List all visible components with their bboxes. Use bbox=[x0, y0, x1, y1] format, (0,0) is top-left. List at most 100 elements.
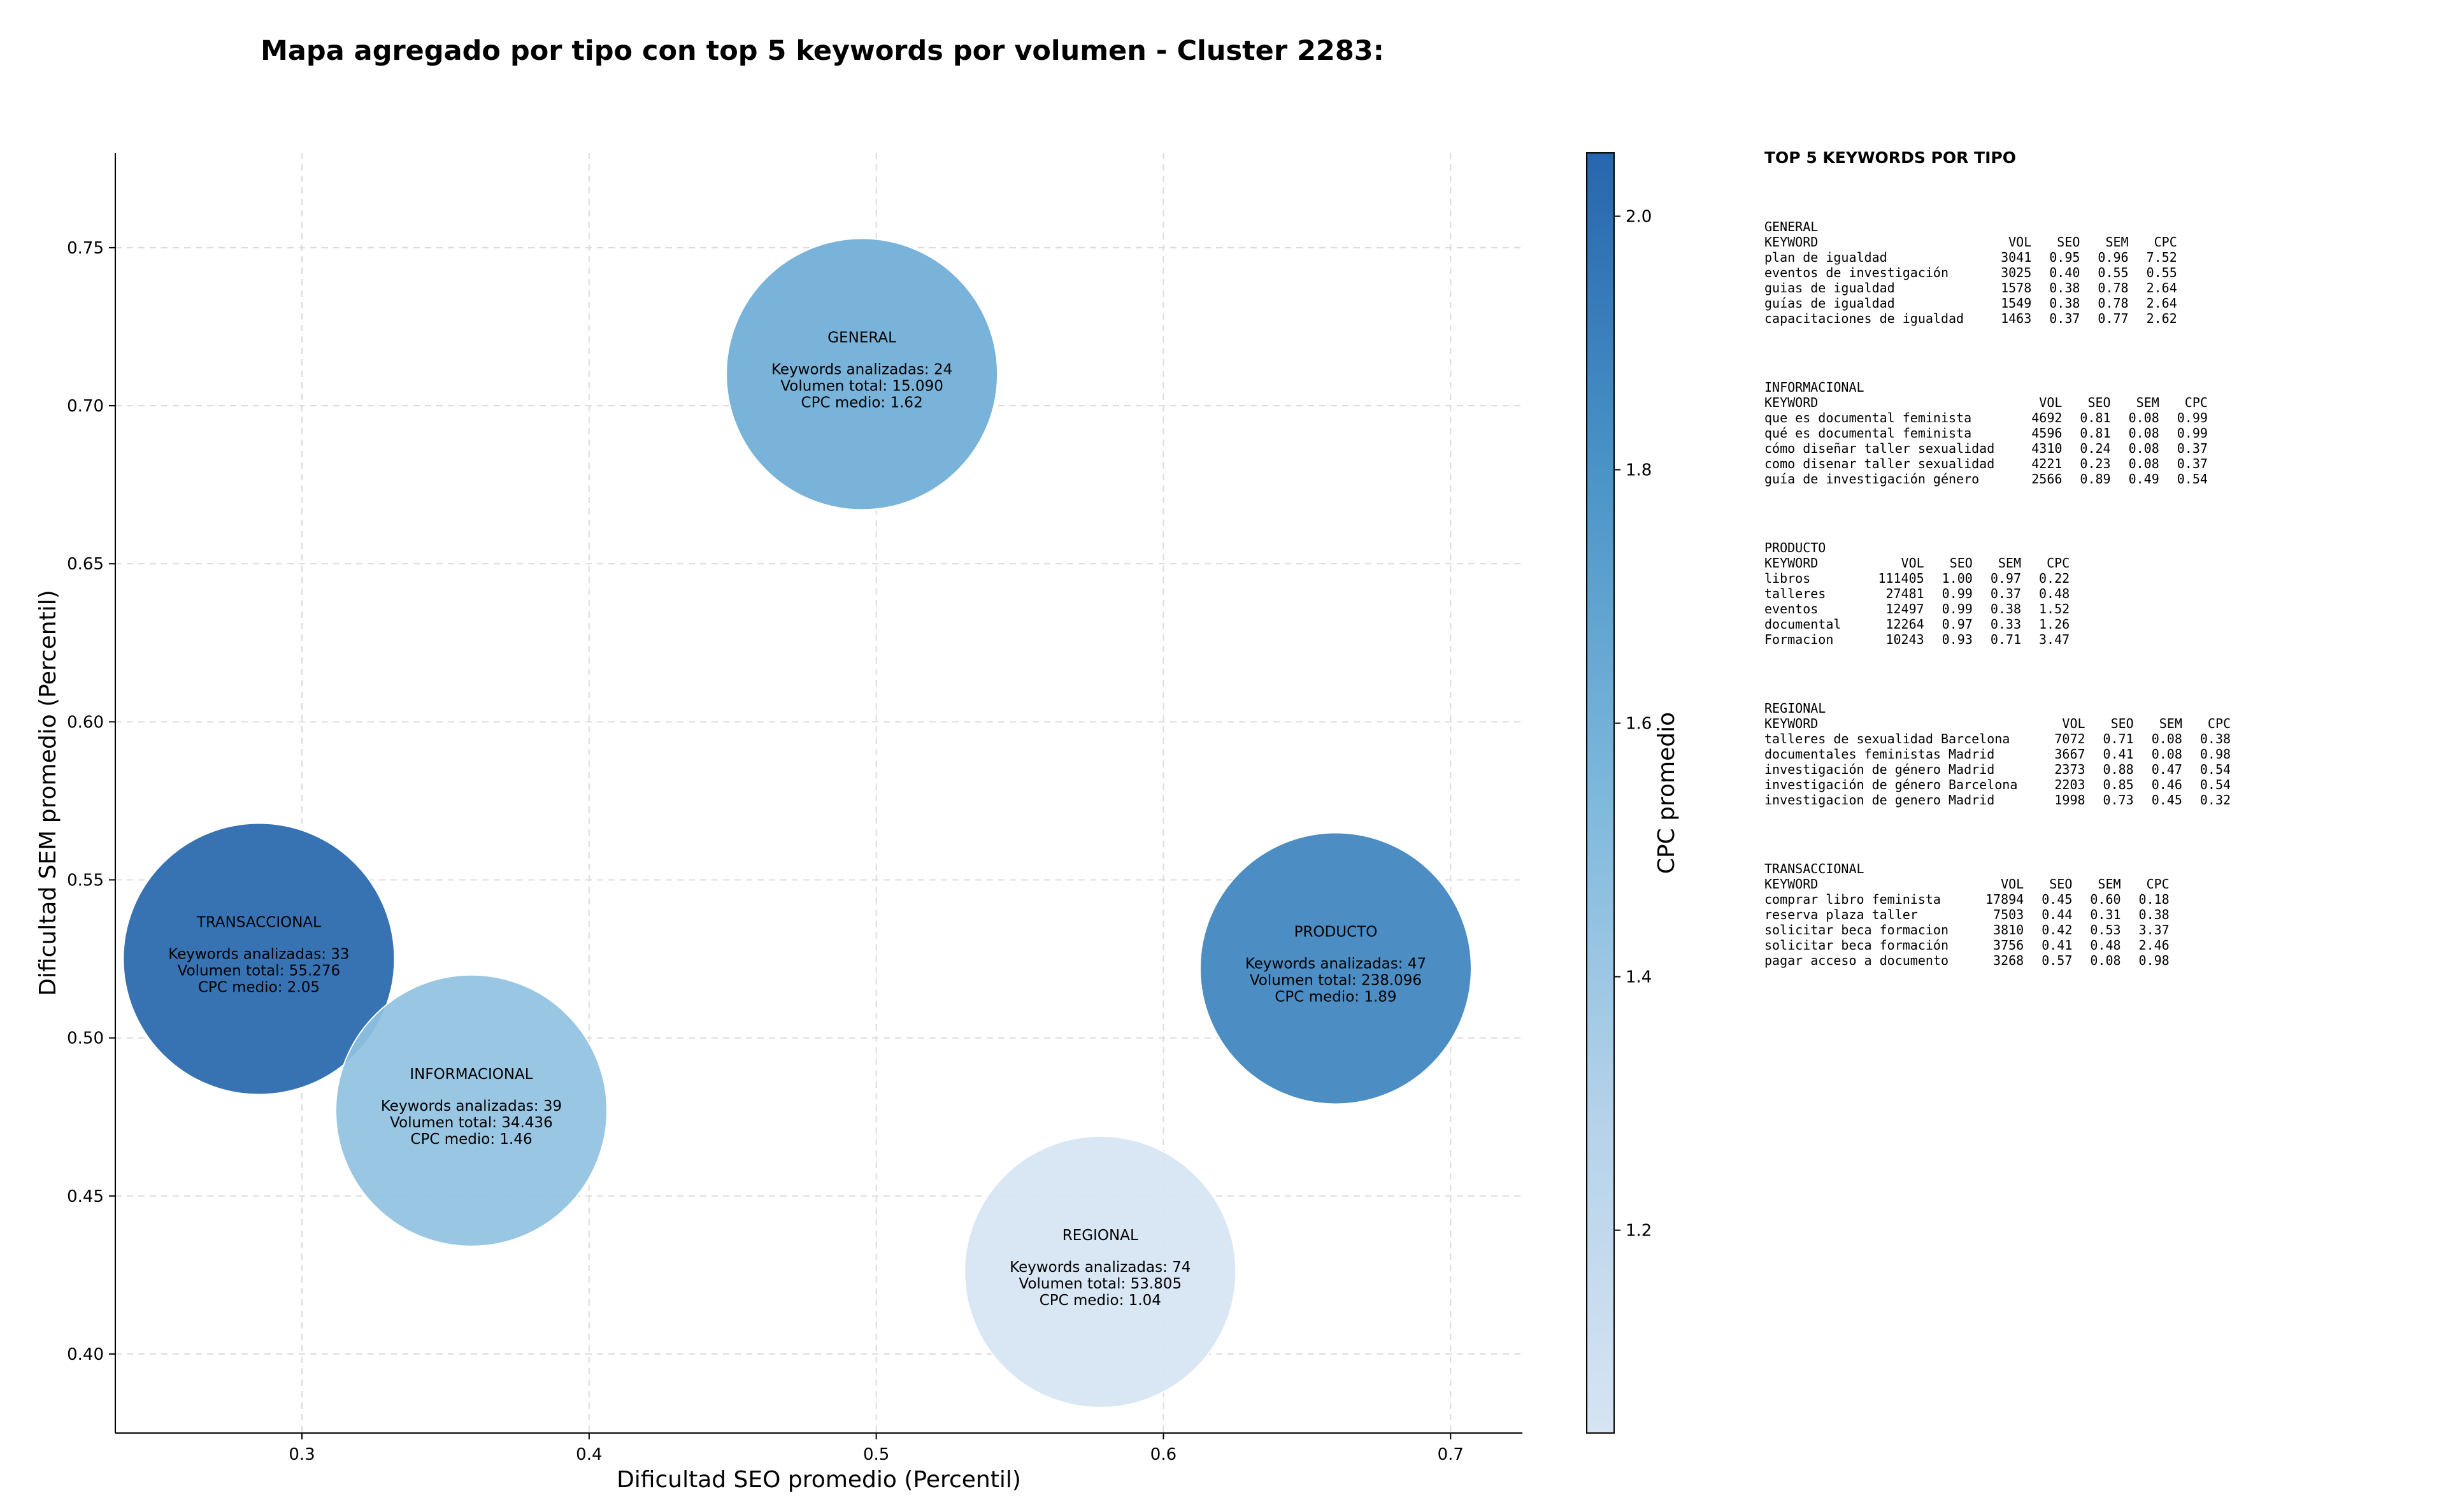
colorbar-tick-label: 1.8 bbox=[1626, 461, 1652, 480]
metric-cell: 4692 bbox=[2031, 410, 2063, 425]
keyword-row: qué es documental feminista 4596 0.81 0.08 0… bbox=[1764, 425, 2208, 441]
column-header: SEM bbox=[2136, 395, 2159, 410]
keyword-table-header: KEYWORD VOL SEO SEM CPC bbox=[1764, 234, 2177, 250]
metric-cell: 12497 bbox=[1885, 601, 1924, 617]
keyword-row: talleres 27481 0.99 0.37 0.48 bbox=[1764, 586, 2070, 601]
metric-cell: 0.32 bbox=[2199, 792, 2231, 808]
keyword-row: libros 111405 1.00 0.97 0.22 bbox=[1764, 571, 2070, 586]
bubble-circle bbox=[964, 1135, 1237, 1408]
keyword-cell: cómo diseñar taller sexualidad bbox=[1764, 441, 1995, 456]
metric-cell: 2.46 bbox=[2138, 938, 2170, 953]
keyword-row: talleres de sexualidad Barcelona 7072 0.71… bbox=[1764, 731, 2231, 746]
metric-cell: 0.37 bbox=[2177, 456, 2208, 471]
keyword-group-name: TRANSACCIONAL bbox=[1764, 861, 1864, 876]
metric-cell: 0.88 bbox=[2103, 762, 2134, 777]
metric-cell: 0.98 bbox=[2199, 746, 2231, 762]
bubble-cpc-label: CPC medio: 1.04 bbox=[1040, 1292, 1161, 1309]
metric-cell: 0.99 bbox=[2177, 425, 2208, 441]
metric-cell: 111405 bbox=[1878, 571, 1924, 586]
metric-cell: 1578 bbox=[2001, 280, 2032, 296]
keyword-row: investigacion de genero Madrid 1998 0.73 0.… bbox=[1764, 792, 2231, 808]
metric-cell: 0.53 bbox=[2090, 922, 2121, 938]
metric-cell: 0.78 bbox=[2098, 296, 2129, 311]
y-tick-label: 0.55 bbox=[67, 871, 104, 890]
keyword-row: eventos de investigación 3025 0.40 0.55 0.55 bbox=[1764, 265, 2177, 280]
keyword-cell: talleres bbox=[1764, 586, 1826, 601]
y-tick-label: 0.70 bbox=[67, 397, 104, 416]
keyword-row: documental 12264 0.97 0.33 1.26 bbox=[1764, 617, 2070, 632]
bubble-informacional: INFORMACIONAL Keywords analizadas: 39Volu… bbox=[335, 974, 608, 1247]
keyword-group-informacional: INFORMACIONAL KEYWORD VOL SEO SEM CPC que es d… bbox=[1764, 380, 2427, 487]
keyword-row: como disenar taller sexualidad 4221 0.23 0.… bbox=[1764, 456, 2208, 471]
metric-cell: 0.08 bbox=[2128, 410, 2159, 425]
metric-cell: 3025 bbox=[2001, 265, 2032, 280]
keyword-cell: reserva plaza taller bbox=[1764, 907, 1918, 922]
bubble-name: GENERAL bbox=[827, 329, 896, 346]
keyword-row: solicitar beca formacion 3810 0.42 0.53 3.37 bbox=[1764, 922, 2170, 938]
keyword-cell: guias de igualdad bbox=[1764, 280, 1895, 296]
y-axis-label: Dificultad SEM promedio (Percentil) bbox=[35, 590, 61, 996]
colorbar: 1.2 1.4 1.6 1.8 2.0 CPC promedio bbox=[1586, 152, 1680, 1434]
y-tick-label: 0.50 bbox=[67, 1029, 104, 1048]
column-header: KEYWORD bbox=[1764, 395, 1819, 410]
column-header: KEYWORD bbox=[1764, 234, 1819, 250]
axes: 0.3 0.4 0.5 0.6 0.7 0.40 0.45 0.50 0.55 0.60 0.65 0… bbox=[35, 153, 1522, 1493]
keyword-row: plan de igualdad 3041 0.95 0.96 7.52 bbox=[1764, 250, 2177, 265]
keyword-cell: investigacion de genero Madrid bbox=[1764, 792, 1995, 808]
keyword-row: eventos 12497 0.99 0.38 1.52 bbox=[1764, 601, 2070, 617]
metric-cell: 0.08 bbox=[2090, 953, 2121, 968]
column-header: SEM bbox=[2159, 716, 2182, 731]
column-header: SEM bbox=[2098, 876, 2121, 892]
y-tick-label: 0.75 bbox=[67, 239, 104, 258]
column-header: SEO bbox=[2057, 234, 2080, 250]
metric-cell: 0.45 bbox=[2151, 792, 2182, 808]
keyword-table-header: KEYWORD VOL SEO SEM CPC bbox=[1764, 716, 2231, 731]
column-header: VOL bbox=[2039, 395, 2063, 410]
column-header: CPC bbox=[2047, 555, 2070, 571]
bubble-keywords-label: Keywords analizadas: 33 bbox=[168, 946, 349, 963]
bubble-name: PRODUCTO bbox=[1294, 924, 1378, 940]
metric-cell: 1998 bbox=[2054, 792, 2085, 808]
metric-cell: 0.81 bbox=[2080, 425, 2111, 441]
metric-cell: 7.52 bbox=[2146, 250, 2177, 265]
keyword-row: guía de investigación género 2566 0.89 0.49… bbox=[1764, 471, 2208, 487]
bubble-circle bbox=[726, 238, 999, 511]
bubble-keywords-label: Keywords analizadas: 74 bbox=[1010, 1259, 1191, 1276]
metric-cell: 0.37 bbox=[2177, 441, 2208, 456]
metric-cell: 3.47 bbox=[2039, 632, 2070, 647]
metric-cell: 0.77 bbox=[2098, 311, 2129, 326]
metric-cell: 3667 bbox=[2054, 746, 2085, 762]
metric-cell: 1.26 bbox=[2039, 617, 2070, 632]
metric-cell: 3041 bbox=[2001, 250, 2032, 265]
column-header: SEO bbox=[2110, 716, 2134, 731]
colorbar-label: CPC promedio bbox=[1654, 712, 1680, 874]
metric-cell: 0.46 bbox=[2151, 777, 2182, 792]
bubble-keywords-label: Keywords analizadas: 47 bbox=[1245, 955, 1426, 972]
metric-cell: 0.93 bbox=[1942, 632, 1973, 647]
metric-cell: 0.41 bbox=[2103, 746, 2134, 762]
colorbar-gradient bbox=[1586, 152, 1615, 1434]
metric-cell: 0.97 bbox=[1990, 571, 2022, 586]
metric-cell: 1.00 bbox=[1942, 571, 1973, 586]
keyword-cell: talleres de sexualidad Barcelona bbox=[1764, 731, 2010, 746]
metric-cell: 0.40 bbox=[2049, 265, 2080, 280]
metric-cell: 0.71 bbox=[2103, 731, 2134, 746]
metric-cell: 0.38 bbox=[2199, 731, 2231, 746]
bubble-keywords-label: Keywords analizadas: 24 bbox=[771, 361, 952, 378]
metric-cell: 0.54 bbox=[2177, 471, 2208, 487]
bubble-cpc-label: CPC medio: 1.46 bbox=[410, 1131, 532, 1148]
keyword-cell: libros bbox=[1764, 571, 1811, 586]
keyword-row: guias de igualdad 1578 0.38 0.78 2.64 bbox=[1764, 280, 2177, 296]
metric-cell: 0.98 bbox=[2138, 953, 2170, 968]
metric-cell: 0.08 bbox=[2128, 425, 2159, 441]
column-header: SEM bbox=[1998, 555, 2022, 571]
keyword-table: KEYWORD VOL SEO SEM CPC libros 111405 1.00 0.97 0… bbox=[1764, 555, 2070, 647]
keyword-cell: guías de igualdad bbox=[1764, 296, 1895, 311]
keyword-cell: eventos de investigación bbox=[1764, 265, 1949, 280]
metric-cell: 0.55 bbox=[2146, 265, 2177, 280]
column-header: KEYWORD bbox=[1764, 555, 1819, 571]
metric-cell: 0.37 bbox=[1990, 586, 2022, 601]
bubble-volume-label: Volumen total: 238.096 bbox=[1250, 972, 1422, 988]
metric-cell: 17894 bbox=[1985, 892, 2024, 907]
